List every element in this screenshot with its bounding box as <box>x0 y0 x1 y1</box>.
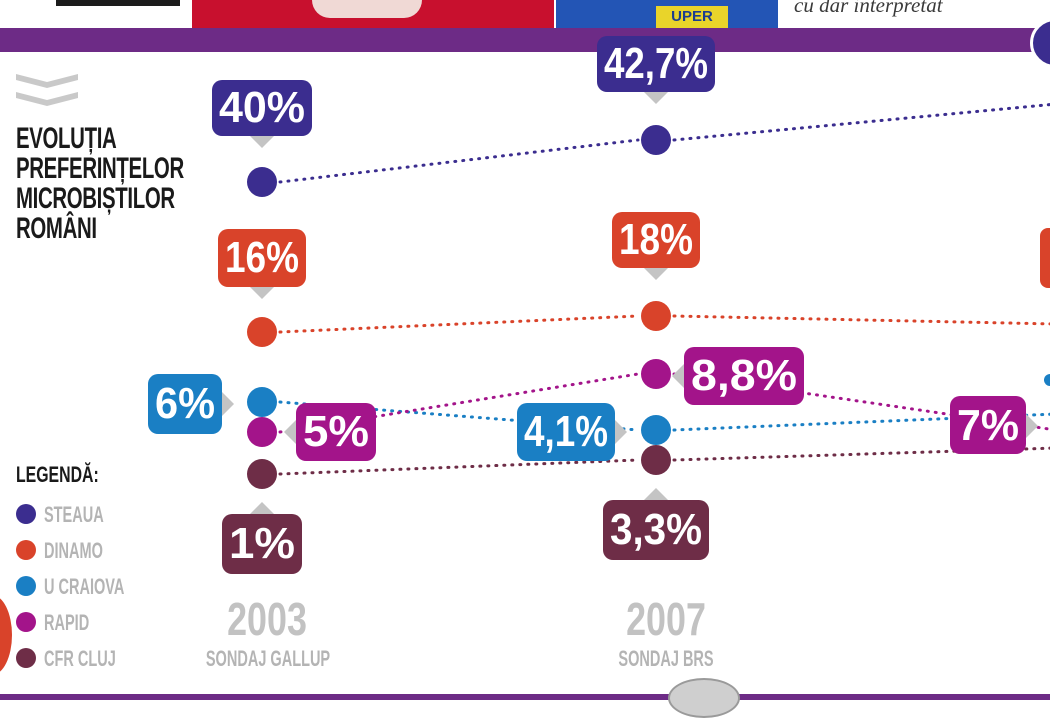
data-label-text: 16% <box>225 233 299 282</box>
data-label-text: 40% <box>219 83 305 132</box>
title-line: MICROBIȘTILOR <box>16 182 175 215</box>
legend-dot-icon <box>16 504 36 524</box>
value-label-rapid-next: 7% <box>950 396 1038 454</box>
data-point-steaua <box>641 125 671 155</box>
legend-label: DINAMO <box>44 538 103 563</box>
corner-decoration <box>0 595 12 675</box>
value-label-rapid: 8,8% <box>672 347 804 405</box>
data-label-text: 8,8% <box>691 351 797 400</box>
value-label-steaua: 40% <box>212 80 312 148</box>
legend-title: LEGENDĂ: <box>16 462 99 487</box>
value-label-steaua: 42,7% <box>597 36 715 104</box>
series-line-steaua <box>278 138 640 184</box>
value-label-u-craiova: 6% <box>148 374 234 434</box>
chevron-down-icon <box>16 92 78 106</box>
legend-label: RAPID <box>44 610 90 635</box>
top-black-bar <box>56 0 180 6</box>
photo-detail <box>312 0 422 18</box>
value-label-cfr-cluj: 1% <box>222 502 302 574</box>
data-label-text: 6% <box>155 379 215 428</box>
title-line: PREFERINȚELOR <box>16 152 184 185</box>
footer-divider-bar <box>0 694 1050 700</box>
x-source-label: SONDAJ BRS <box>618 646 714 671</box>
data-point-dinamo <box>247 317 277 347</box>
data-label-text: 1% <box>229 519 295 568</box>
legend-label: CFR CLUJ <box>44 646 116 671</box>
legend-label: U CRAIOVA <box>44 574 125 599</box>
data-point-cfr-cluj <box>247 459 277 489</box>
data-point-u-craiova <box>247 387 277 417</box>
coin-image <box>668 678 740 718</box>
header-divider-bar <box>0 28 1050 52</box>
series-line-steaua <box>672 103 1050 142</box>
line-chart: 40% 42,7% 16% 18% 6% 4,1% 5% 8,8% 1% 3,3% 7% <box>148 36 1050 574</box>
data-label-text: 3,3% <box>610 505 702 554</box>
value-label-dinamo: 18% <box>612 212 700 280</box>
data-point-rapid <box>641 359 671 389</box>
legend-dot-icon <box>16 612 36 632</box>
data-point-u-craiova-next <box>1044 374 1050 386</box>
legend-dot-icon <box>16 540 36 560</box>
data-point-cfr-cluj <box>641 445 671 475</box>
series-line-dinamo <box>278 314 640 334</box>
x-tick-label: 2003 <box>227 593 307 645</box>
photo-sign: UPER <box>656 6 728 28</box>
data-label-text: 5% <box>303 407 369 456</box>
data-point-steaua <box>247 167 277 197</box>
data-point-rapid <box>247 417 277 447</box>
legend-label: STEAUA <box>44 502 104 527</box>
value-label-rapid: 5% <box>284 403 376 461</box>
chevron-down-icon <box>16 74 78 88</box>
photo-fans-blue: UPER <box>556 0 778 28</box>
data-label-text: 4,1% <box>524 407 608 456</box>
value-label-dinamo: 16% <box>218 229 306 299</box>
data-label-text: 18% <box>619 215 693 264</box>
title-line: EVOLUȚIA <box>16 122 117 155</box>
legend-dot-icon <box>16 576 36 596</box>
chart-title: EVOLUȚIA PREFERINȚELOR MICROBIȘTILOR ROM… <box>16 124 263 244</box>
value-label-u-craiova: 4,1% <box>517 403 627 461</box>
data-label-text: 7% <box>957 401 1019 450</box>
data-label-text: 42,7% <box>604 39 708 88</box>
value-label-dinamo-next <box>1040 228 1050 288</box>
legend-dot-icon <box>16 648 36 668</box>
series-line-cfr-cluj <box>278 458 640 476</box>
data-point-u-craiova <box>641 415 671 445</box>
data-point-dinamo <box>641 301 671 331</box>
top-photo-strip: UPER cu dar interpretat <box>0 0 1050 28</box>
top-caption: cu dar interpretat <box>794 0 943 17</box>
title-line: ROMÂNI <box>16 212 97 245</box>
value-label-cfr-cluj: 3,3% <box>603 488 709 560</box>
series-line-dinamo <box>672 314 1050 326</box>
x-source-label: SONDAJ GALLUP <box>205 646 331 671</box>
photo-fans-red <box>192 0 554 28</box>
x-tick-label: 2007 <box>626 593 706 645</box>
legend: LEGENDĂ: STEAUA DINAMO U CRAIOVA RAPID C… <box>16 462 131 671</box>
